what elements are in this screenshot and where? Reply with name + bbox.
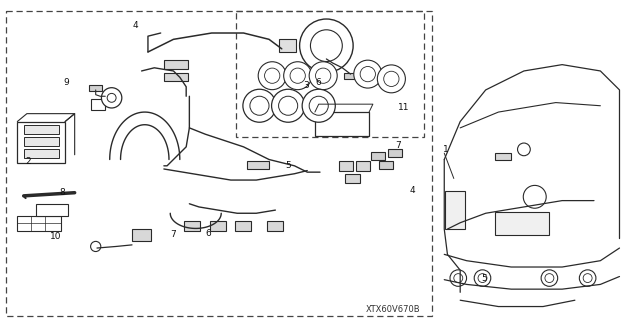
Bar: [132, 229, 151, 241]
Circle shape: [309, 62, 337, 90]
Text: 10: 10: [50, 233, 61, 241]
Text: 5: 5: [285, 161, 291, 170]
Text: XTX60V670B: XTX60V670B: [366, 305, 420, 314]
Bar: [184, 221, 200, 231]
Circle shape: [250, 96, 269, 115]
Circle shape: [302, 89, 335, 122]
Circle shape: [524, 185, 546, 208]
Bar: [24, 149, 59, 158]
Circle shape: [243, 89, 276, 122]
Bar: [17, 122, 65, 163]
Bar: [246, 161, 269, 169]
Bar: [164, 72, 188, 81]
Bar: [315, 112, 369, 136]
Bar: [445, 191, 465, 229]
Bar: [356, 161, 371, 171]
Bar: [24, 137, 59, 145]
Bar: [210, 221, 226, 231]
Bar: [495, 212, 549, 235]
Text: 6: 6: [316, 78, 322, 86]
Circle shape: [316, 68, 331, 83]
Bar: [371, 152, 385, 160]
Text: 11: 11: [398, 103, 410, 112]
Bar: [380, 161, 394, 169]
Text: 7: 7: [171, 230, 176, 239]
Circle shape: [478, 274, 487, 283]
Bar: [90, 85, 102, 91]
Circle shape: [454, 274, 463, 283]
Circle shape: [579, 270, 596, 286]
Bar: [36, 204, 68, 216]
Circle shape: [378, 65, 405, 93]
Text: 2: 2: [26, 157, 31, 166]
Circle shape: [541, 270, 557, 286]
Text: 8: 8: [59, 188, 65, 197]
Bar: [236, 11, 424, 137]
Circle shape: [290, 68, 305, 83]
Bar: [6, 11, 432, 316]
Circle shape: [310, 30, 342, 62]
Circle shape: [384, 71, 399, 86]
Circle shape: [583, 274, 592, 283]
Circle shape: [300, 19, 353, 72]
Bar: [24, 125, 59, 134]
Circle shape: [107, 93, 116, 102]
Circle shape: [91, 241, 100, 252]
Circle shape: [360, 66, 376, 82]
Bar: [344, 73, 360, 79]
Circle shape: [450, 270, 467, 286]
Bar: [164, 60, 188, 69]
Text: 7: 7: [395, 141, 401, 150]
Circle shape: [101, 88, 122, 108]
Circle shape: [278, 96, 298, 115]
Circle shape: [284, 62, 312, 90]
Text: 4: 4: [132, 21, 138, 30]
Circle shape: [271, 89, 305, 122]
Bar: [346, 174, 360, 182]
Circle shape: [518, 143, 531, 156]
Circle shape: [354, 60, 382, 88]
Bar: [236, 221, 251, 231]
Bar: [495, 153, 511, 160]
Bar: [339, 161, 353, 171]
Circle shape: [264, 68, 280, 83]
Circle shape: [545, 274, 554, 283]
Bar: [17, 216, 61, 231]
Bar: [267, 221, 283, 231]
Bar: [91, 100, 104, 109]
Circle shape: [474, 270, 491, 286]
Circle shape: [258, 62, 286, 90]
Bar: [278, 39, 296, 52]
Text: 5: 5: [481, 274, 486, 283]
Text: 9: 9: [63, 78, 69, 87]
Bar: [388, 149, 402, 157]
Text: 6: 6: [205, 229, 211, 238]
Text: 1: 1: [444, 145, 449, 154]
Text: 4: 4: [410, 186, 415, 195]
Text: 3: 3: [303, 81, 309, 90]
Circle shape: [309, 96, 328, 115]
